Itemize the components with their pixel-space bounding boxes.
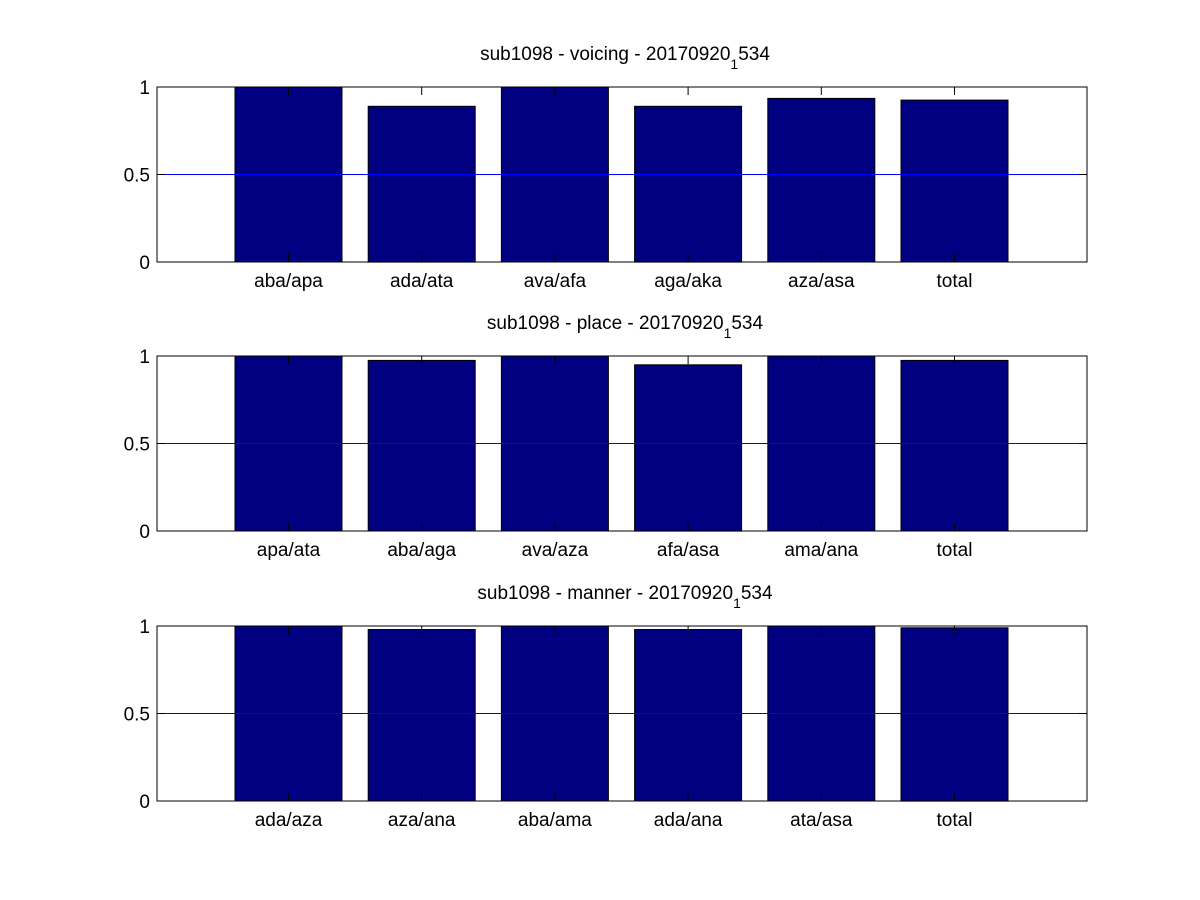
y-tick-label: 1 [139,78,150,99]
y-tick-label: 1 [139,617,150,638]
subplot-2: 0 0.5 1 apa/ata aba/aga ava/aza afa/asa ama/ana… [124,313,1088,561]
category-label: total [937,810,973,831]
category-label: ada/ata [390,271,454,292]
chart-title-suffix: 534 [738,44,770,65]
chart-title-suffix: 534 [731,313,763,334]
category-label: aba/apa [254,271,323,292]
category-label: total [937,271,973,292]
bar-aza-ana [367,629,476,802]
category-label: aba/aga [387,540,456,561]
chart-title-subscript: 1 [733,595,741,611]
category-label: ama/ana [784,540,858,561]
category-label: ada/aza [255,810,323,831]
category-label: aza/ana [388,810,456,831]
y-tick-label: 0 [139,253,150,274]
bar-total [900,627,1009,802]
chart-title: sub1098 - voicing - 201709201534 [480,44,770,72]
category-label: ata/asa [790,810,853,831]
chart-title: sub1098 - manner - 201709201534 [477,583,773,611]
chart-title-subscript: 1 [724,325,732,341]
bar-ada-ana [634,629,743,802]
chart-title-main: sub1098 - manner - 20170920 [477,583,733,604]
bar-aza-asa [767,97,876,263]
subplot-1: 0 0.5 1 aba/apa ada/ata ava/afa aga/aka aza/asa… [124,44,1088,292]
y-tick-label: 0 [139,522,150,543]
y-tick-label: 0.5 [124,435,150,456]
bar-aga-aka [634,105,743,263]
category-label: ava/aza [522,540,589,561]
category-label: aga/aka [654,271,722,292]
bar-total [900,99,1009,263]
chart-title: sub1098 - place - 201709201534 [487,313,764,341]
subplot-3: 0 0.5 1 ada/aza aza/ana aba/ama ada/ana ata/asa… [124,583,1088,831]
y-tick-label: 0.5 [124,166,150,187]
category-label: total [937,540,973,561]
category-label: ada/ana [654,810,723,831]
bar-afa-asa [634,364,743,532]
chart-title-suffix: 534 [741,583,773,604]
y-tick-label: 1 [139,347,150,368]
category-label: afa/asa [657,540,720,561]
chart-title-main: sub1098 - voicing - 20170920 [480,44,730,65]
bar-ada-ata [367,105,476,263]
y-tick-label: 0.5 [124,705,150,726]
category-label: ava/afa [524,271,587,292]
category-label: apa/ata [257,540,321,561]
chart-title-main: sub1098 - place - 20170920 [487,313,724,334]
bar-total [900,359,1009,532]
category-label: aba/ama [518,810,592,831]
category-label: aza/asa [788,271,855,292]
bar-aba-aga [367,359,476,532]
y-tick-label: 0 [139,792,150,813]
chart-title-subscript: 1 [730,56,738,72]
